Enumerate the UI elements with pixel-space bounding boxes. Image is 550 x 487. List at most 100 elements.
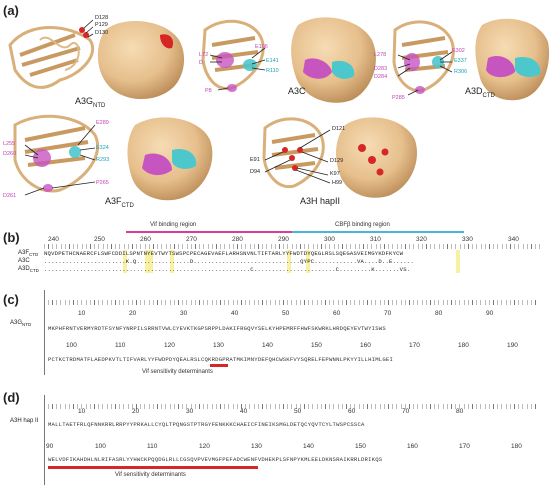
position-number: 250 (94, 236, 105, 243)
residue-label: R293 (96, 157, 110, 163)
residue-label: P285 (392, 95, 405, 101)
residue-label: R110 (266, 68, 279, 74)
residue-label: D284 (374, 74, 388, 80)
residue-label: E289 (96, 120, 109, 126)
position-number: 320 (416, 236, 427, 243)
row-label-a3g-ntd: A3GNTD (10, 320, 32, 328)
annotation-arrows (24, 19, 453, 196)
residue-label: L278 (374, 52, 387, 58)
row-label-a3d-ctd: A3DCTD (18, 266, 39, 274)
residue-label: P265 (96, 180, 109, 186)
panel-c-frame-line (44, 290, 45, 375)
a3g-ntd-ribbon (8, 26, 95, 89)
residue-label: D121 (332, 126, 346, 132)
position-number: 10 (78, 408, 86, 415)
vif-sensitivity-label: Vif sensitivity determinants (115, 472, 186, 478)
residue-label: E302 (452, 48, 465, 54)
position-number: 90 (486, 310, 494, 317)
tick-ruler (48, 404, 538, 409)
vif-region-bar (126, 231, 292, 233)
position-number: 110 (115, 342, 126, 349)
position-number: 40 (231, 310, 239, 317)
a3h-hapii-surface (335, 117, 417, 198)
a3c-surface (291, 17, 376, 103)
position-number: 60 (348, 408, 356, 415)
residue-label: D130 (95, 30, 109, 36)
position-number: 70 (384, 310, 392, 317)
a3f-ctd-surface (127, 117, 213, 201)
protein-name-a3h-hapii: A3H hapII (300, 196, 341, 206)
position-number: 50 (294, 408, 302, 415)
panel-label-d: (d) (3, 390, 20, 405)
position-number: 100 (66, 342, 77, 349)
residue-label: E337 (454, 58, 467, 64)
position-number: 20 (129, 310, 137, 317)
panel-d-frame-line (44, 395, 45, 485)
residue-label: E141 (266, 58, 279, 64)
position-number: 80 (456, 408, 464, 415)
position-number: 330 (462, 236, 473, 243)
highlight-column (287, 250, 291, 273)
position-number: 240 (48, 236, 59, 243)
vif-sensitivity-label: Vif sensitivity determinants (142, 369, 213, 375)
residue-label: D261 (3, 193, 17, 199)
panel-a-structures (8, 17, 550, 201)
panel-label-b: (b) (3, 230, 20, 245)
residue-label: D128 (95, 15, 109, 21)
position-number: 140 (303, 443, 314, 450)
highlight-column (456, 250, 460, 273)
position-number: 30 (180, 310, 188, 317)
sequence-a3f-ctd: NQVDPETHCNAERCFLSWFCDDILSPNTNYEVTWYTSWSP… (44, 250, 404, 257)
row-label-a3c: A3C (18, 258, 30, 264)
highlight-column (306, 250, 310, 273)
position-number: 160 (407, 443, 418, 450)
position-number: 130 (251, 443, 262, 450)
position-number: 120 (164, 342, 175, 349)
residue-label: D129 (330, 158, 344, 164)
position-number: 50 (282, 310, 290, 317)
position-number: 40 (240, 408, 248, 415)
cbfb-binding-region-label: CBFβ binding region (335, 222, 390, 228)
position-number: 110 (147, 443, 158, 450)
residue-label: D260 (3, 151, 17, 157)
protein-name-a3d-ctd: A3DCTD (465, 86, 495, 99)
vif-binding-region-label: Vif binding region (150, 222, 197, 228)
a3h-hapii-ribbon (262, 117, 325, 189)
panel-label-a: (a) (3, 3, 19, 18)
highlight-column (145, 250, 153, 273)
a3f-ctd-ribbon (13, 114, 100, 193)
residue-label: R306 (454, 69, 468, 75)
vif-determinant-bar (210, 364, 228, 367)
position-number: 70 (402, 408, 410, 415)
position-number: 180 (458, 342, 469, 349)
cbfb-region-bar (292, 231, 464, 233)
highlight-column (170, 250, 174, 273)
position-number: 150 (311, 342, 322, 349)
position-number: 100 (95, 443, 106, 450)
position-number: 170 (459, 443, 470, 450)
sequence-a3h-top: MALLTAETFRLQFNNKRRLRRPYYPRKALLCYQLTPQNGS… (48, 421, 365, 428)
position-number: 90 (46, 443, 54, 450)
residue-label: E91 (250, 157, 260, 163)
position-number: 130 (213, 342, 224, 349)
protein-name-a3g-ntd: A3GNTD (75, 96, 106, 109)
sequence-a3d-ctd: ........................................… (44, 266, 411, 273)
residue-label: E106 (255, 44, 268, 50)
a3d-ctd-surface (475, 18, 550, 101)
position-number: 340 (508, 236, 519, 243)
panel-label-c: (c) (3, 292, 19, 307)
a3g-ntd-surface (97, 20, 185, 100)
position-number: 270 (186, 236, 197, 243)
residue-label: D283 (374, 66, 388, 72)
row-label-a3h-hapii: A3H hap II (10, 418, 39, 424)
sequence-a3h-bottom: WELVDFIKAHDHLNLRIFASRLYYHWCKPQQDGLRLLCGS… (48, 456, 383, 463)
position-number: 120 (199, 443, 210, 450)
residue-label: D (199, 60, 203, 66)
residue-label: E324 (96, 145, 109, 151)
sequence-a3g-ntd-bottom: PCTKCTRDMATFLAEDPKVTLTIFVARLYYFWDPDYQEAL… (48, 356, 394, 363)
vif-determinant-bar (48, 466, 258, 469)
row-label-a3f-ctd: A3FCTD (18, 250, 39, 258)
position-number: 310 (370, 236, 381, 243)
position-number: 190 (507, 342, 518, 349)
protein-name-a3f-ctd: A3FCTD (105, 196, 134, 209)
